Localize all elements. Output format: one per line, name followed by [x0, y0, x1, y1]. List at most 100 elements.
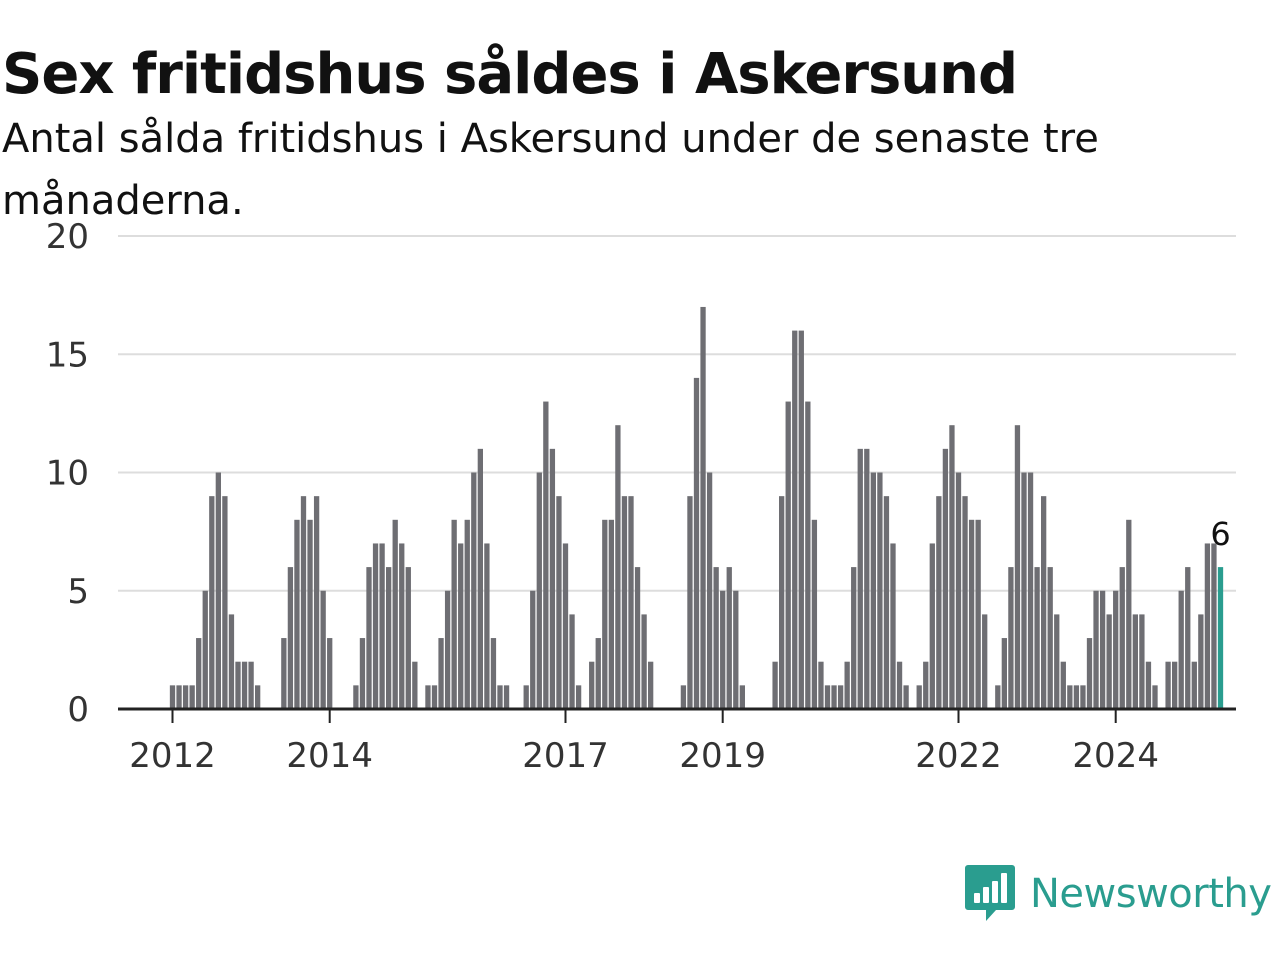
bar — [1047, 567, 1053, 709]
bar — [320, 590, 326, 709]
bar — [1152, 685, 1158, 709]
bar — [923, 661, 929, 709]
bar — [687, 496, 693, 709]
bar — [1054, 614, 1060, 709]
bar — [648, 661, 654, 709]
bar — [1132, 614, 1138, 709]
bar — [818, 661, 824, 709]
bar — [1113, 590, 1119, 709]
bar — [209, 496, 215, 709]
bar — [883, 496, 890, 709]
bar — [490, 638, 497, 709]
bar — [628, 496, 634, 709]
bar — [235, 661, 241, 709]
bar — [1145, 661, 1152, 709]
bar — [313, 496, 320, 709]
bar-series — [169, 306, 1224, 709]
y-axis-tick-labels: 0 5 10 15 20 — [46, 217, 89, 730]
bar — [864, 448, 870, 709]
bar — [399, 543, 405, 709]
bar — [549, 448, 556, 709]
bar — [1027, 472, 1034, 709]
bar — [281, 638, 287, 709]
bar — [1119, 567, 1125, 709]
x-axis-ticks: 2012 2014 2017 2019 2022 2024 — [129, 709, 1159, 776]
bar — [1034, 567, 1040, 709]
bar — [294, 519, 300, 709]
bar — [811, 519, 818, 709]
bar — [575, 685, 582, 709]
bar — [949, 425, 955, 709]
bar — [484, 543, 490, 709]
bar — [739, 685, 745, 709]
bar — [1198, 614, 1204, 709]
chart-subtitle: Antal sålda fritidshus i Askersund under… — [2, 116, 1099, 224]
bar — [608, 519, 614, 709]
bar — [182, 685, 189, 709]
bar — [458, 543, 464, 709]
bar — [1001, 638, 1007, 709]
bar — [837, 685, 844, 709]
bar — [1191, 661, 1197, 709]
bar — [720, 590, 726, 709]
bar — [1099, 590, 1106, 709]
bar — [877, 472, 883, 709]
bar — [255, 685, 261, 709]
bar — [1008, 567, 1014, 709]
bar — [471, 472, 477, 709]
bar — [726, 567, 732, 709]
bar — [1093, 590, 1099, 709]
bar — [903, 685, 909, 709]
bar — [562, 543, 569, 709]
bar — [497, 685, 503, 709]
y-tick-label-10: 10 — [46, 454, 89, 494]
bar — [530, 590, 536, 709]
bar — [621, 496, 628, 709]
bar — [785, 401, 791, 709]
bar — [1126, 519, 1132, 709]
bar — [595, 638, 601, 709]
bar — [916, 685, 922, 709]
bar — [248, 661, 254, 709]
bar — [1172, 661, 1178, 709]
bar — [700, 306, 706, 709]
y-tick-label-5: 5 — [67, 572, 89, 612]
bar — [955, 472, 962, 709]
bar — [569, 614, 575, 709]
bar — [589, 661, 595, 709]
y-tick-label-15: 15 — [46, 335, 89, 375]
y-tick-label-0: 0 — [67, 690, 89, 730]
bar — [412, 661, 418, 709]
bar — [929, 543, 935, 709]
bar — [1060, 661, 1066, 709]
bar — [890, 543, 896, 709]
bar — [706, 472, 713, 709]
bar — [425, 685, 431, 709]
bar — [805, 401, 811, 709]
bar — [372, 543, 379, 709]
bar — [189, 685, 195, 709]
bar — [1204, 543, 1211, 709]
bar — [556, 496, 562, 709]
bar — [523, 685, 529, 709]
bar — [772, 661, 778, 709]
bar — [1086, 638, 1093, 709]
bar — [982, 614, 988, 709]
bar — [215, 472, 221, 709]
bar — [693, 377, 700, 709]
bar — [366, 567, 372, 709]
bar — [451, 519, 457, 709]
bar — [896, 661, 903, 709]
bar — [713, 567, 719, 709]
bar — [287, 567, 294, 709]
bar — [543, 401, 549, 709]
bar — [615, 425, 621, 709]
brand-logo: Newsworthy — [964, 862, 1272, 926]
bar-chart-speech-bubble-icon — [965, 865, 1015, 921]
bar — [353, 685, 359, 709]
bar — [680, 685, 687, 709]
grid-lines — [118, 235, 1236, 592]
bar — [634, 567, 641, 709]
bar — [1021, 472, 1027, 709]
bar — [169, 685, 176, 709]
